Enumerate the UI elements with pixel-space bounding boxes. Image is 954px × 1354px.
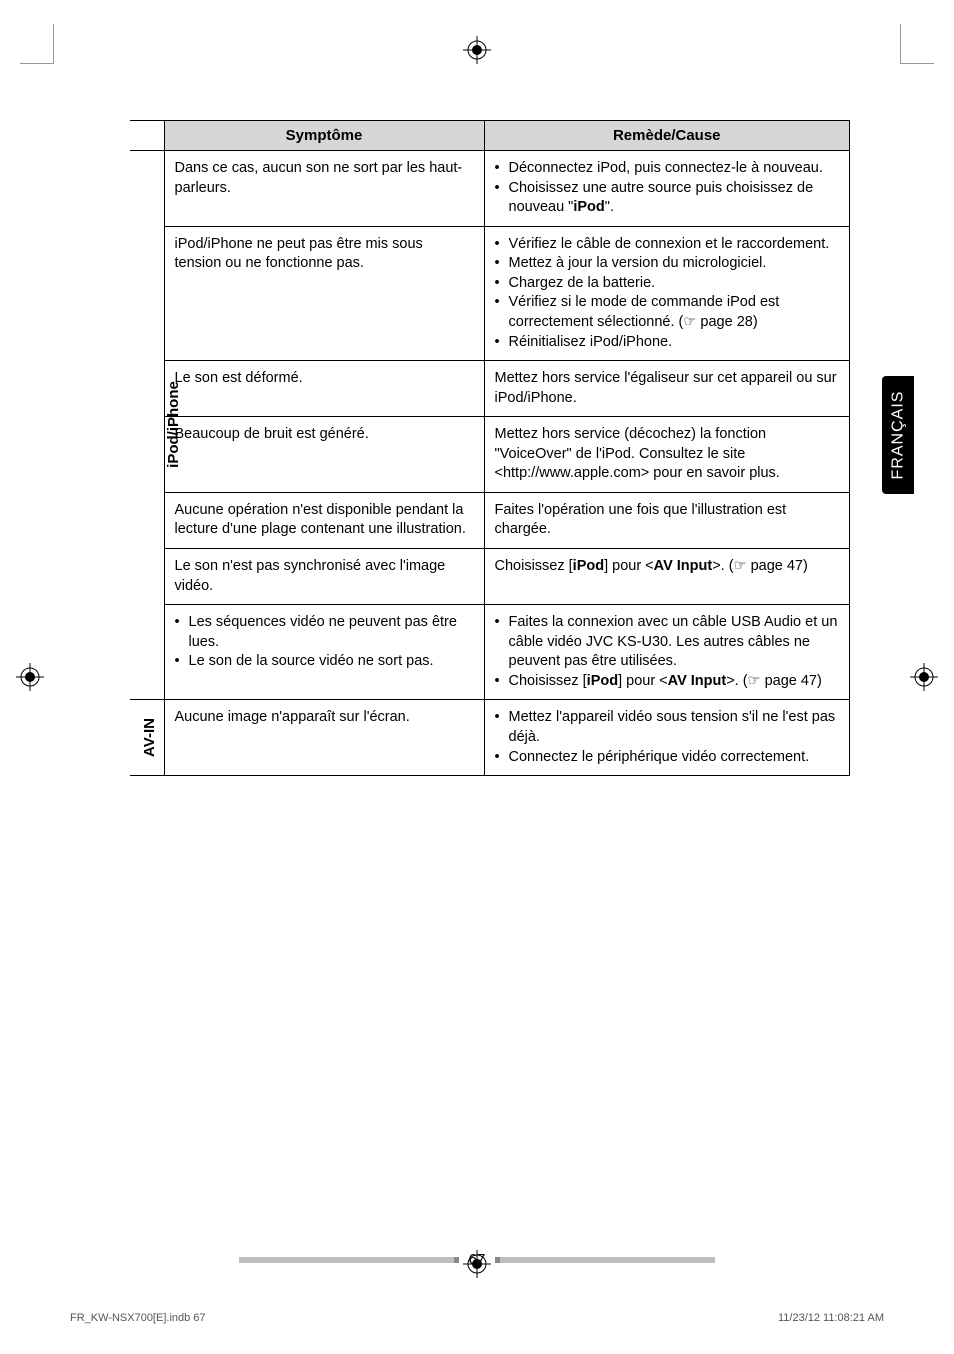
symptom-cell: Aucune opération n'est disponible pendan… [164,492,484,548]
print-footer: FR_KW-NSX700[E].indb 67 11/23/12 11:08:2… [70,1312,884,1324]
troubleshooting-table-wrapper: Symptôme Remède/Cause iPod/iPhone Dans c… [130,120,850,776]
remedy-item: Vérifiez si le mode de commande iPod est… [495,293,840,332]
crop-mark [20,24,54,64]
symptom-item: Les séquences vidéo ne peuvent pas être … [175,613,474,652]
category-label-avin: AV-IN [141,718,158,757]
symptom-cell: Le son n'est pas synchronisé avec l'imag… [164,549,484,605]
remedy-item: Choisissez une autre source puis choisis… [495,179,840,218]
language-label: FRANÇAIS [889,391,907,480]
footer-timestamp: 11/23/12 11:08:21 AM [778,1312,884,1324]
remedy-cell: Faites l'opération une fois que l'illust… [484,492,850,548]
remedy-item: Choisissez [iPod] pour <AV Input>. (☞ pa… [495,672,840,692]
symptom-item: Le son de la source vidéo ne sort pas. [175,652,474,672]
page-number-bar: 67 [0,1251,954,1268]
symptom-cell: iPod/iPhone ne peut pas être mis sous te… [164,226,484,360]
remedy-cell: Mettez hors service l'égaliseur sur cet … [484,361,850,417]
registration-mark-icon [463,36,491,64]
page-number: 67 [469,1251,486,1268]
remedy-cell: Déconnectez iPod, puis connectez-le à no… [484,151,850,227]
symptom-cell: Les séquences vidéo ne peuvent pas être … [164,605,484,700]
remedy-cell: Mettez hors service (décochez) la foncti… [484,417,850,493]
col-header-remedy: Remède/Cause [484,121,850,151]
symptom-cell: Aucune image n'apparaît sur l'écran. [164,700,484,776]
crop-mark [900,24,934,64]
remedy-item: Chargez de la batterie. [495,274,840,294]
symptom-cell: Le son est déformé. [164,361,484,417]
remedy-item: Faites la connexion avec un câble USB Au… [495,613,840,672]
remedy-cell: Mettez l'appareil vidéo sous tension s'i… [484,700,850,776]
registration-mark-icon [16,663,44,691]
language-tab: FRANÇAIS [882,376,914,494]
remedy-item: Déconnectez iPod, puis connectez-le à no… [495,159,840,179]
symptom-cell: Beaucoup de bruit est généré. [164,417,484,493]
registration-mark-icon [910,663,938,691]
remedy-cell: Vérifiez le câble de connexion et le rac… [484,226,850,360]
category-cell-ipod: iPod/iPhone [130,151,164,700]
category-label-ipod: iPod/iPhone [165,381,182,468]
col-header-symptom: Symptôme [164,121,484,151]
remedy-item: Connectez le périphérique vidéo correcte… [495,748,840,768]
remedy-item: Mettez l'appareil vidéo sous tension s'i… [495,708,840,747]
remedy-item: Mettez à jour la version du micrologicie… [495,254,840,274]
category-cell-avin: AV-IN [130,700,164,776]
symptom-cell: Dans ce cas, aucun son ne sort par les h… [164,151,484,227]
remedy-item: Vérifiez le câble de connexion et le rac… [495,235,840,255]
troubleshooting-table: Symptôme Remède/Cause iPod/iPhone Dans c… [130,120,850,776]
remedy-cell: Faites la connexion avec un câble USB Au… [484,605,850,700]
crop-mark [900,1290,934,1330]
crop-mark [20,1290,54,1330]
remedy-item: Réinitialisez iPod/iPhone. [495,333,840,353]
remedy-cell: Choisissez [iPod] pour <AV Input>. (☞ pa… [484,549,850,605]
footer-file: FR_KW-NSX700[E].indb 67 [70,1312,206,1324]
